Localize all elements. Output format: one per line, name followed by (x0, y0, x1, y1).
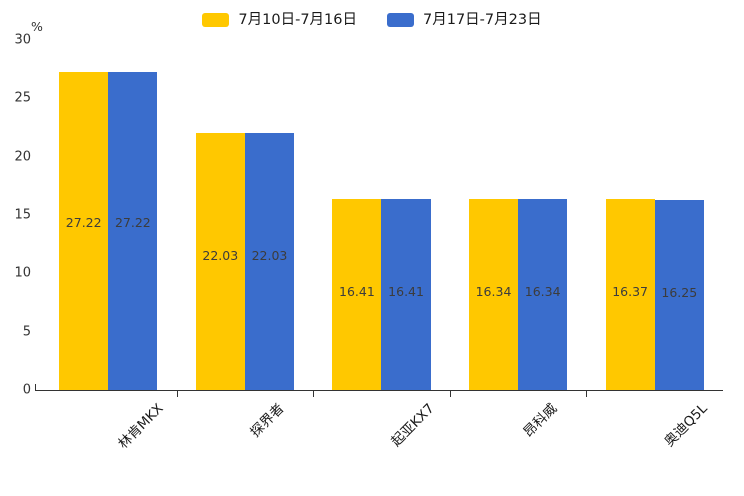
x-axis-tick (586, 390, 588, 397)
legend-swatch-icon (202, 13, 230, 27)
bar-pair: 22.03 22.03 (195, 40, 295, 390)
x-axis-category-label: 起亚KX7 (387, 400, 438, 450)
x-axis-tick (313, 390, 315, 397)
y-axis-tick-label: 15 (14, 207, 31, 223)
legend-label: 7月17日-7月23日 (423, 11, 542, 28)
x-axis-tick (176, 390, 178, 397)
bar[interactable]: 16.25 (654, 200, 704, 390)
legend-swatch-icon (387, 13, 414, 27)
bar-value-label: 27.22 (114, 214, 151, 230)
bar-value-label: 22.03 (251, 247, 288, 263)
bar-value-label: 16.34 (524, 284, 561, 300)
bar[interactable]: 22.03 (244, 132, 295, 390)
bar[interactable]: 16.37 (605, 199, 655, 390)
y-axis-tick-label: 5 (22, 324, 31, 340)
chart-legend: 7月10日-7月16日 7月17日-7月23日 (0, 8, 744, 32)
legend-item-series-2[interactable]: 7月17日-7月23日 (387, 13, 542, 28)
y-axis-unit-label: % (31, 19, 43, 34)
bar[interactable]: 16.41 (332, 198, 382, 390)
bar[interactable]: 22.03 (195, 132, 245, 390)
bar-value-label: 16.41 (339, 283, 375, 299)
bar-value-label: 16.37 (612, 283, 648, 299)
bar[interactable]: 27.22 (59, 72, 109, 390)
bar-pair: 27.22 27.22 (59, 40, 158, 390)
bar-value-label: 16.25 (661, 284, 698, 300)
x-axis-tick (449, 390, 451, 397)
y-axis-tick-label: 0 (22, 382, 31, 398)
bar-pair: 16.34 16.34 (468, 40, 568, 390)
y-axis-tick-label: 10 (14, 265, 31, 281)
bar-group: 27.22 27.22 (59, 40, 158, 390)
bar-pair: 16.37 16.25 (605, 40, 704, 390)
y-axis-tick-label: 30 (14, 32, 31, 48)
bar-value-label: 22.03 (202, 247, 239, 263)
y-axis-tick-label: 25 (14, 90, 31, 106)
bar[interactable]: 16.41 (381, 198, 431, 390)
bar-group: 16.41 16.41 (332, 40, 431, 390)
bar[interactable]: 16.34 (518, 199, 568, 390)
x-axis-category-label: 奥迪Q5L (661, 400, 711, 450)
y-axis-tick-label: 20 (14, 149, 31, 165)
legend-label: 7月10日-7月16日 (238, 11, 357, 28)
x-axis-line (35, 390, 723, 391)
bar-value-label: 16.41 (388, 283, 424, 299)
bar-pair: 16.41 16.41 (332, 40, 431, 390)
bar-value-label: 16.34 (475, 284, 512, 300)
legend-item-series-1[interactable]: 7月10日-7月16日 (202, 13, 357, 28)
plot-area: 0 5 10 15 20 25 30 27.22 27.22 22.03 22.03 16.41 16… (14, 34, 723, 452)
bar[interactable]: 16.34 (468, 199, 519, 390)
x-axis-category-label: 昂科威 (520, 400, 561, 441)
bar-group: 16.34 16.34 (468, 40, 568, 390)
x-axis-category-label: 林肯MKX (115, 400, 167, 453)
x-axis-category-label: 探界者 (247, 400, 288, 441)
bar-value-label: 27.22 (65, 214, 102, 230)
bar-group: 22.03 22.03 (195, 40, 295, 390)
bar[interactable]: 27.22 (108, 72, 158, 390)
bar-group: 16.37 16.25 (605, 40, 704, 390)
y-axis-origin-tick (35, 384, 36, 391)
